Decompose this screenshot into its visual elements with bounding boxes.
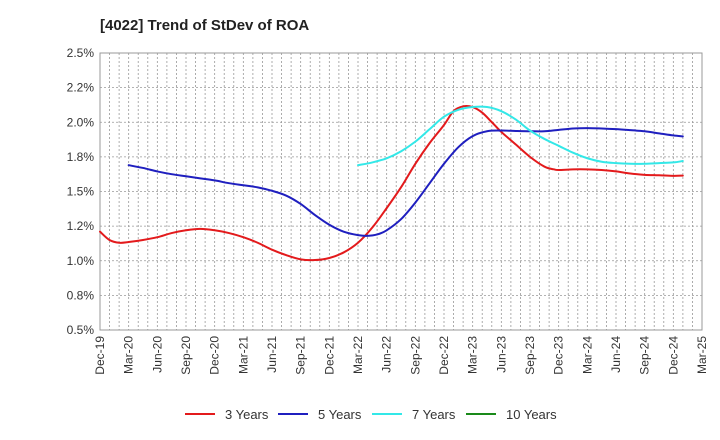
- x-tick-label: Jun-21: [265, 336, 279, 373]
- y-tick-label: 1.8%: [67, 150, 95, 164]
- series-line-7-years: [357, 105, 684, 167]
- y-tick-label: 2.0%: [67, 115, 95, 129]
- y-tick-label: 2.2%: [67, 81, 95, 95]
- x-tick-label: Dec-21: [322, 336, 336, 375]
- series-lines: [99, 104, 684, 262]
- x-tick-label: Sep-23: [523, 336, 537, 375]
- x-tick-label: Sep-20: [179, 336, 193, 375]
- x-tick-label: Jun-24: [609, 336, 623, 373]
- x-tick-label: Mar-25: [695, 336, 709, 374]
- y-tick-label: 1.5%: [67, 185, 95, 199]
- x-tick-label: Dec-23: [552, 336, 566, 375]
- x-tick-label: Mar-22: [351, 336, 365, 374]
- legend: 3 Years 5 Years 7 Years 10 Years: [185, 407, 557, 422]
- chart-title: [4022] Trend of StDev of ROA: [100, 17, 309, 34]
- x-tick-label: Jun-20: [150, 336, 164, 373]
- x-tick-label: Mar-24: [580, 336, 594, 374]
- x-tick-label: Dec-22: [437, 336, 451, 375]
- y-tick-label: 1.2%: [67, 219, 95, 233]
- y-tick-label: 2.5%: [67, 46, 95, 60]
- legend-label-10-years: 10 Years: [506, 407, 557, 422]
- x-tick-label: Mar-20: [122, 336, 136, 374]
- legend-label-7-years: 7 Years: [412, 407, 456, 422]
- x-tick-label: Mar-23: [466, 336, 480, 374]
- gridlines: [100, 53, 702, 330]
- x-tick-label: Dec-19: [93, 336, 107, 375]
- x-tick-label: Jun-22: [380, 336, 394, 373]
- x-tick-label: Dec-24: [666, 336, 680, 375]
- y-tick-label: 0.8%: [67, 288, 95, 302]
- legend-label-5-years: 5 Years: [318, 407, 362, 422]
- x-tick-label: Mar-21: [236, 336, 250, 374]
- y-tick-label: 1.0%: [67, 254, 95, 268]
- x-tick-label: Dec-20: [208, 336, 222, 375]
- x-tick-label: Sep-24: [638, 336, 652, 375]
- series-line-3-years: [99, 104, 684, 262]
- legend-label-3-years: 3 Years: [225, 407, 269, 422]
- y-axis: 0.5% 0.8% 1.0% 1.2% 1.5% 1.8% 2.0% 2.2% 2.5%: [67, 46, 95, 337]
- y-tick-label: 0.5%: [67, 323, 95, 337]
- x-tick-label: Sep-21: [294, 336, 308, 375]
- x-tick-label: Jun-23: [494, 336, 508, 373]
- x-axis: Dec-19 Mar-20 Jun-20 Sep-20 Dec-20 Mar-21 Jun-…: [93, 336, 709, 375]
- x-tick-label: Sep-22: [408, 336, 422, 375]
- series-line-5-years: [127, 127, 684, 237]
